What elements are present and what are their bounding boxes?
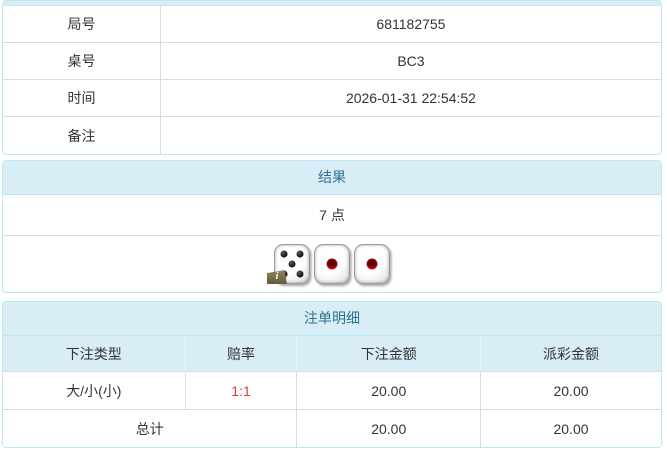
die-pip	[288, 260, 296, 268]
total-label: 总计	[135, 420, 164, 437]
total-payout-amount: 20.00	[480, 410, 661, 447]
info-row-remark: 备注	[3, 117, 661, 154]
bet-details-heading: 注单明细	[3, 302, 661, 336]
die-5-black: i	[267, 244, 310, 284]
remark-value	[161, 117, 661, 154]
die-pip	[280, 250, 288, 258]
panel-top-strip	[3, 1, 661, 6]
bet-table-row: 大/小(小) 1:1 20.00 20.00	[3, 372, 661, 410]
die-1-red	[314, 244, 350, 284]
game-number-label: 局号	[3, 6, 161, 42]
header-odds: 赔率	[184, 336, 297, 371]
die-1-red	[354, 244, 390, 284]
bet-table-total-row: 总计 20.00 20.00	[3, 410, 661, 447]
table-number-label: 桌号	[3, 43, 161, 79]
payout-amount-value: 20.00	[480, 372, 661, 409]
remark-label: 备注	[3, 117, 161, 154]
result-panel-heading: 结果	[3, 161, 661, 195]
die-pip	[326, 258, 338, 270]
game-number-value: 681182755	[376, 16, 446, 32]
time-value: 2026-01-31 22:54:52	[345, 90, 476, 106]
header-bet-type: 下注类型	[65, 345, 122, 362]
bet-type-value: 大/小(小)	[66, 382, 122, 399]
info-row-table-number: 桌号 BC3	[3, 43, 661, 80]
result-panel: 结果 7 点 i	[2, 160, 662, 293]
game-info-panel: 局号 681182755 桌号 BC3 时间 2026-01-31 22:54:…	[2, 0, 662, 155]
total-bet-amount: 20.00	[296, 410, 480, 447]
die-pip	[366, 258, 378, 270]
die-pip	[296, 270, 304, 278]
time-label: 时间	[3, 80, 161, 116]
odds-value: 1:1	[184, 372, 297, 409]
info-row-time: 时间 2026-01-31 22:54:52	[3, 80, 661, 117]
die-pip	[296, 250, 304, 258]
bet-table-header-row: 下注类型 赔率 下注金额 派彩金额	[3, 336, 661, 372]
info-row-game-number: 局号 681182755	[3, 6, 661, 43]
bet-details-panel: 注单明细 下注类型 赔率 下注金额 派彩金额 大/小(小) 1:1 20.00 …	[2, 301, 662, 448]
header-bet-amount: 下注金额	[296, 336, 480, 371]
header-payout-amount: 派彩金额	[480, 336, 661, 371]
result-points: 7 点	[3, 195, 661, 236]
table-number-value: BC3	[397, 53, 425, 69]
dice-row: i	[3, 236, 661, 292]
info-badge-icon[interactable]: i	[267, 270, 287, 284]
bet-amount-value: 20.00	[296, 372, 480, 409]
